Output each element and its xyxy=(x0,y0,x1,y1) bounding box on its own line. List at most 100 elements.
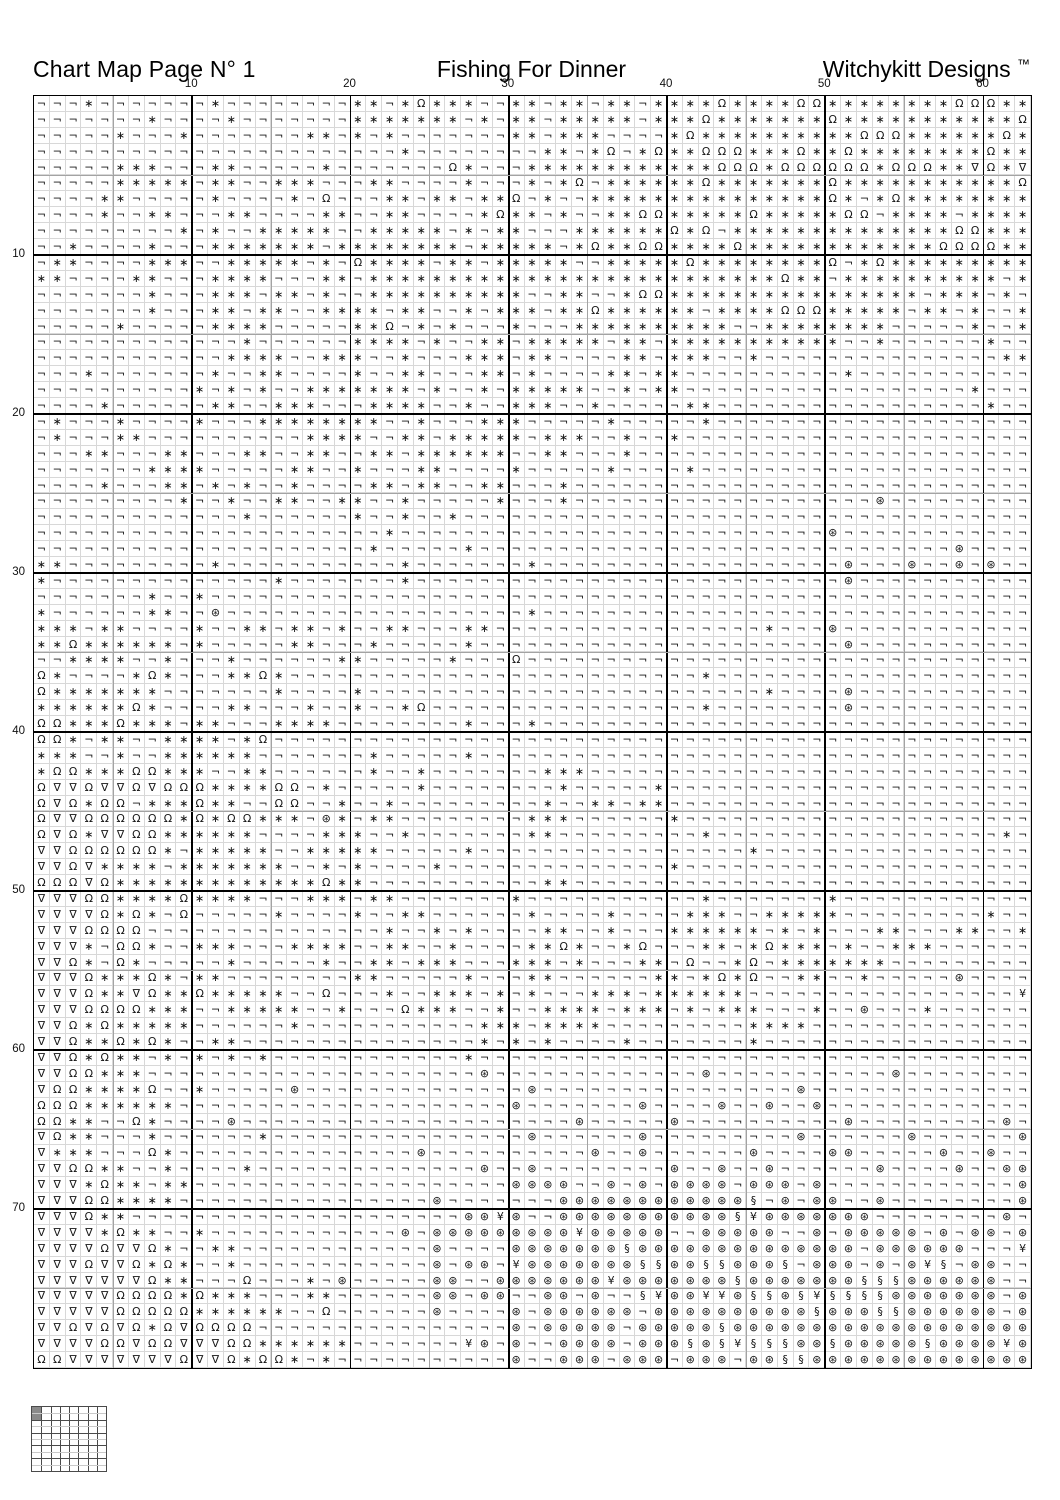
stitch-cell: ¬ xyxy=(951,461,968,478)
stitch-cell: ∗ xyxy=(303,127,319,144)
stitch-cell: ∗ xyxy=(572,270,588,287)
stitch-cell: ¬ xyxy=(255,541,272,558)
stitch-cell: ¬ xyxy=(397,1320,414,1337)
stitch-cell: ∗ xyxy=(223,859,240,876)
stitch-cell: ∗ xyxy=(809,223,826,240)
stitch-cell: ¬ xyxy=(382,827,398,844)
stitch-cell: ∗ xyxy=(176,859,193,876)
stitch-cell: ¬ xyxy=(920,1081,937,1098)
stitch-cell: ¬ xyxy=(492,509,509,526)
stitch-cell: ¬ xyxy=(967,525,984,542)
stitch-cell: ¬ xyxy=(999,1224,1016,1241)
stitch-cell: ∗ xyxy=(777,954,794,971)
stitch-cell: ¬ xyxy=(967,620,984,637)
stitch-cell: ¬ xyxy=(397,1129,414,1146)
stitch-cell: ∗ xyxy=(113,906,129,923)
stitch-cell: ∗ xyxy=(208,1240,224,1257)
stitch-cell: ¬ xyxy=(287,970,304,987)
stitch-cell: ⊛ xyxy=(698,1193,715,1209)
stitch-cell: ¬ xyxy=(287,1256,304,1273)
stitch-cell: ¬ xyxy=(682,1224,699,1241)
stitch-cell: ¬ xyxy=(999,1145,1016,1162)
stitch-cell: ¬ xyxy=(429,795,446,812)
stitch-cell: ¬ xyxy=(888,525,905,542)
stitch-cell: ¬ xyxy=(271,954,288,971)
stitch-cell: ¬ xyxy=(904,541,921,558)
stitch-cell: ¬ xyxy=(635,1113,652,1130)
stitch-cell: ¬ xyxy=(144,429,161,446)
stitch-cell: ¬ xyxy=(208,1129,224,1146)
stitch-cell: ¬ xyxy=(508,509,525,526)
stitch-cell: Ω xyxy=(128,938,145,955)
stitch-cell: ∗ xyxy=(667,111,683,128)
stitch-cell: ∗ xyxy=(34,620,50,637)
stitch-cell: ¬ xyxy=(334,175,351,192)
stitch-cell: ¬ xyxy=(477,1177,493,1194)
stitch-cell: ¬ xyxy=(176,716,193,732)
stitch-cell: ∗ xyxy=(366,970,383,987)
stitch-cell: ¬ xyxy=(904,1034,921,1050)
stitch-cell: ¥ xyxy=(572,1224,588,1241)
stitch-cell: ¬ xyxy=(208,111,224,128)
stitch-cell: ¬ xyxy=(904,429,921,446)
stitch-cell: ¬ xyxy=(192,398,209,414)
stitch-cell: ∗ xyxy=(682,334,699,351)
stitch-cell: ∗ xyxy=(841,223,857,240)
stitch-cell: ¬ xyxy=(113,525,129,542)
stitch-cell: ¬ xyxy=(366,1224,383,1241)
stitch-cell: ¬ xyxy=(856,413,873,430)
stitch-cell: ¬ xyxy=(1015,652,1031,669)
stitch-cell: ¥ xyxy=(730,1336,747,1353)
stitch-cell: ¬ xyxy=(176,1065,193,1082)
stitch-cell: ¬ xyxy=(160,922,177,939)
stitch-cell: ¬ xyxy=(113,302,129,319)
stitch-cell: ¬ xyxy=(97,254,114,271)
stitch-cell: ∇ xyxy=(49,843,66,860)
stitch-cell: ¬ xyxy=(967,1177,984,1194)
stitch-cell: ¬ xyxy=(477,1304,493,1321)
stitch-cell: ∗ xyxy=(350,843,367,860)
stitch-cell: ¬ xyxy=(651,350,668,367)
stitch-cell: ⊛ xyxy=(951,557,968,573)
stitch-cell: ⊛ xyxy=(413,1145,430,1162)
stitch-cell: ¬ xyxy=(967,445,984,462)
stitch-cell: Ω xyxy=(65,1097,82,1114)
stitch-cell: ¬ xyxy=(556,604,573,621)
stitch-cell: ¬ xyxy=(556,859,573,876)
stitch-cell: ¬ xyxy=(350,223,367,240)
stitch-cell: ¬ xyxy=(160,191,177,208)
stitch-cell: ¬ xyxy=(841,334,857,351)
stitch-cell: ¬ xyxy=(651,1034,668,1050)
stitch-cell: ¬ xyxy=(445,413,462,430)
stitch-cell: ¬ xyxy=(603,1081,620,1098)
stitch-cell: ¬ xyxy=(492,906,509,923)
stitch-cell: ¬ xyxy=(334,604,351,621)
stitch-cell: ¬ xyxy=(761,1081,778,1098)
stitch-cell: Ω xyxy=(113,1304,129,1321)
stitch-cell: ∗ xyxy=(208,731,224,748)
stitch-cell: ¬ xyxy=(176,541,193,558)
stitch-cell: ¬ xyxy=(793,477,810,494)
stitch-cell: ⊛ xyxy=(730,1320,747,1337)
stitch-cell: ⊛ xyxy=(587,1208,604,1225)
stitch-cell: ∗ xyxy=(223,1240,240,1257)
stitch-cell: ∗ xyxy=(366,398,383,414)
stitch-cell: ¬ xyxy=(81,572,98,589)
stitch-cell: ¬ xyxy=(160,493,177,510)
stitch-cell: ∇ xyxy=(49,1034,66,1050)
stitch-cell: ⊛ xyxy=(777,1288,794,1305)
stitch-cell: ¬ xyxy=(350,986,367,1003)
stitch-cell: ⊛ xyxy=(682,1193,699,1209)
stitch-cell: ∗ xyxy=(113,175,129,192)
stitch-cell: ⊛ xyxy=(777,1320,794,1337)
stitch-cell: ¬ xyxy=(951,620,968,637)
stitch-cell: ¬ xyxy=(1015,1113,1031,1130)
stitch-cell: ¬ xyxy=(492,716,509,732)
stitch-cell: ¬ xyxy=(508,763,525,780)
stitch-cell: ¬ xyxy=(856,922,873,939)
stitch-cell: ∗ xyxy=(651,954,668,971)
stitch-cell: ¬ xyxy=(334,254,351,271)
stitch-cell: ∗ xyxy=(587,191,604,208)
stitch-cell: ¬ xyxy=(366,986,383,1003)
stitch-cell: ⊛ xyxy=(761,1161,778,1178)
